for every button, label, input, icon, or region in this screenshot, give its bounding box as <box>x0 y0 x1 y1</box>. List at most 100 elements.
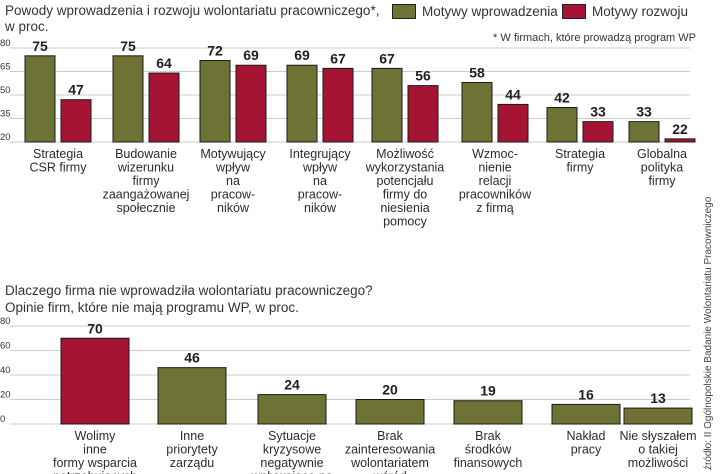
chart1-value-label: 75 <box>120 38 136 54</box>
chart1-bar-motywy-rozwoju-7 <box>582 121 614 143</box>
chart1-category-label: firmy <box>132 174 160 188</box>
chart2-category-label: finansowych <box>454 456 523 470</box>
chart2-value-label: 19 <box>480 383 496 399</box>
legend-swatch-red <box>562 4 586 19</box>
chart1-bar-motywy-rozwoju-5 <box>407 85 439 143</box>
chart1-category-label: relacji <box>479 174 512 188</box>
chart2-category-label: Inne <box>180 429 204 443</box>
chart1-category-label: pomocy <box>383 215 428 229</box>
chart1-value-label: 33 <box>590 104 606 120</box>
chart2-value-label: 13 <box>650 390 666 406</box>
chart1-value-label: 69 <box>243 47 259 63</box>
chart1-ytick-label: 80 <box>0 38 11 49</box>
chart2-ytick-label: 40 <box>0 365 11 376</box>
chart1-category-label: na <box>226 174 240 188</box>
chart2-value-label: 46 <box>184 350 200 366</box>
chart1-ytick-label: 35 <box>0 109 11 120</box>
chart1-category-label: Możliwość <box>376 147 434 161</box>
chart1-category-label: firmy <box>648 174 676 188</box>
chart2-category-label: wśród <box>372 470 406 474</box>
chart1-category-label: wykorzystania <box>365 161 445 175</box>
chart2-bar-2 <box>157 367 227 425</box>
chart2-category-label: wolontariatem <box>350 456 429 470</box>
chart1-category-label: zaangażowanej <box>103 188 190 202</box>
chart2-bar-6 <box>551 403 621 425</box>
chart2-category-label: priorytety <box>166 443 218 457</box>
chart1-category-label: wpływ <box>215 161 251 175</box>
chart1-bar-motywy-wprowadzenia-2 <box>112 55 144 143</box>
chart1-value-label: 67 <box>330 50 346 66</box>
chart1-bar-motywy-wprowadzenia-5 <box>371 67 403 143</box>
chart1-category-label: potencjału <box>377 174 434 188</box>
chart1-category-label: niesienia <box>380 201 429 215</box>
chart2-category-label: Nakład <box>567 429 606 443</box>
chart1-value-label: 58 <box>469 64 485 80</box>
chart1-category-label: z firmą <box>476 201 514 215</box>
chart2-ytick-label: 20 <box>0 390 11 401</box>
legend-swatch-olive <box>392 4 416 19</box>
chart1-category-label: firmy do <box>383 188 428 202</box>
chart1-category-label: ników <box>304 201 337 215</box>
chart1-value-label: 64 <box>156 55 172 71</box>
chart1-category-label: Globalna <box>637 147 687 161</box>
chart1-bar-motywy-wprowadzenia-8 <box>628 121 660 143</box>
chart2-category-label: kryzysowe <box>263 443 321 457</box>
chart1-category-label: polityka <box>641 161 683 175</box>
chart1-bar-motywy-wprowadzenia-3 <box>199 60 231 143</box>
chart1-bar-motywy-rozwoju-1 <box>60 99 92 143</box>
chart2-title-line-1: Dlaczego firma nie wprowadziła wolontari… <box>5 283 373 298</box>
chart1-category-label: Integrujący <box>289 147 351 161</box>
chart1-value-label: 69 <box>294 47 310 63</box>
chart2-category-label: Sytuacje <box>268 429 316 443</box>
chart2-ytick-label: 80 <box>0 316 11 327</box>
chart1-category-label: wpływ <box>302 161 338 175</box>
chart2-value-label: 20 <box>382 382 398 398</box>
chart2-ytick-label: 60 <box>0 341 11 352</box>
chart1-value-label: 44 <box>505 86 521 102</box>
chart1-ytick-label: 20 <box>0 132 11 143</box>
legend-label-motywy-wprowadzenia: Motywy wprowadzenia <box>422 4 558 19</box>
chart1-title-line-2: w proc. <box>5 19 49 34</box>
chart1-title-line-1: Powody wprowadzenia i rozwoju wolontaria… <box>5 3 380 18</box>
chart1-bar-motywy-rozwoju-6 <box>497 103 529 143</box>
chart2-bar-7 <box>623 407 693 425</box>
chart1-category-label: wizerunku <box>117 161 174 175</box>
chart2-category-label: potrzebujących <box>53 470 137 474</box>
chart2-title-line-2: Opinie firm, które nie mają programu WP,… <box>5 300 299 315</box>
chart1-category-label: społecznie <box>116 201 175 215</box>
chart2-category-label: zainteresowania <box>345 443 435 457</box>
chart1-bar-motywy-rozwoju-4 <box>322 67 354 143</box>
chart1-value-label: 33 <box>636 104 652 120</box>
chart1-category-label: CSR firmy <box>30 161 88 175</box>
chart1-ytick-label: 50 <box>0 85 11 96</box>
chart1-category-label: pracow- <box>211 188 255 202</box>
legend-item-motywy-wprowadzenia: Motywy wprowadzenia <box>392 4 558 19</box>
chart2-category-label: Brak <box>475 429 501 443</box>
chart1-value-label: 56 <box>415 68 431 84</box>
chart1-bar-motywy-rozwoju-8 <box>664 138 696 143</box>
chart2-bar-5 <box>453 400 523 425</box>
legend-label-motywy-rozwoju: Motywy rozwoju <box>592 4 689 19</box>
chart1-bar-motywy-wprowadzenia-1 <box>24 55 56 143</box>
chart2-bar-3 <box>257 394 327 425</box>
chart2-value-label: 70 <box>87 320 103 336</box>
chart2-ytick-label: 0 <box>0 414 5 425</box>
chart2-category-label: Wolimy <box>75 429 116 443</box>
legend-item-motywy-rozwoju: Motywy rozwoju <box>562 4 688 19</box>
chart1-category-label: Motywujący <box>200 147 266 161</box>
chart1-category-label: Strategia <box>555 147 605 161</box>
chart1-category-label: na <box>313 174 327 188</box>
chart1-value-label: 47 <box>68 82 84 98</box>
chart1-bar-motywy-wprowadzenia-6 <box>461 81 493 143</box>
chart2-category-label: środków <box>465 443 513 457</box>
chart1-category-label: Strategia <box>33 147 83 161</box>
chart1-category-label: pracowników <box>459 188 532 202</box>
chart1-footnote: * W firmach, które prowadzą program WP <box>493 32 696 44</box>
chart2-category-label: Nie słyszałem <box>619 429 696 443</box>
chart2-value-label: 16 <box>578 386 594 402</box>
chart2-category-label: negatywnie <box>260 456 323 470</box>
chart1-bar-motywy-rozwoju-3 <box>235 64 267 143</box>
chart2-category-label: możliwości <box>628 456 688 470</box>
chart1-bar-motywy-wprowadzenia-4 <box>286 64 318 143</box>
